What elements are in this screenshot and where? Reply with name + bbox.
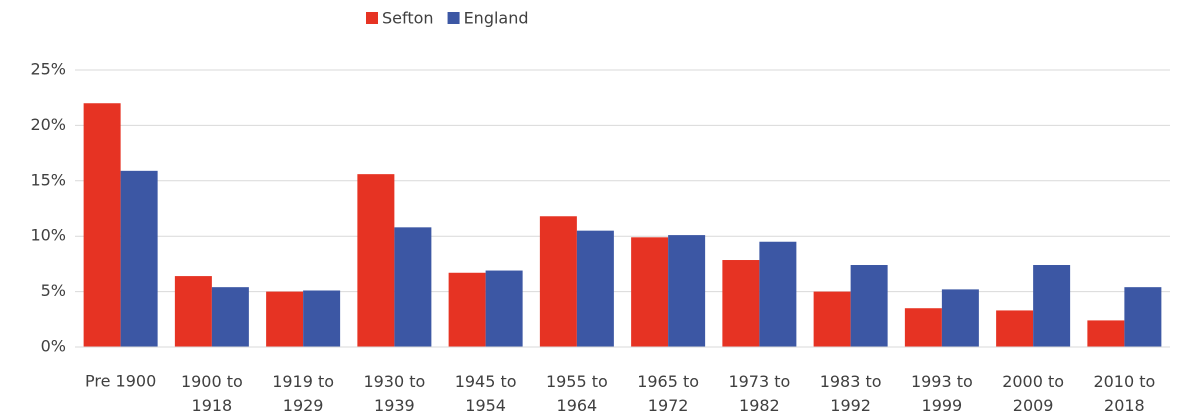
bar <box>813 291 851 347</box>
x-tick-label-line: 1982 <box>739 396 780 415</box>
bar <box>120 170 158 347</box>
x-tick-label: 1955 to 1964 <box>546 372 608 415</box>
bar <box>174 276 212 347</box>
bar <box>448 272 486 347</box>
y-tick-label: 15% <box>30 170 66 189</box>
bar <box>303 290 341 347</box>
x-tick-label-line: 1955 to <box>546 372 608 391</box>
bar <box>357 174 395 347</box>
bar <box>83 103 121 348</box>
x-tick-label: 1965 to 1972 <box>637 372 699 415</box>
bar <box>668 235 706 347</box>
x-tick-label-line: 1973 to <box>728 372 790 391</box>
x-tick-label: Pre 1900 <box>85 372 156 391</box>
x-tick-label-line: 1900 to <box>181 372 243 391</box>
x-tick-label-line: 1992 <box>830 396 871 415</box>
y-tick-label: 0% <box>41 337 66 356</box>
x-tick-label-line: 2000 to <box>1002 372 1064 391</box>
bar <box>266 291 304 347</box>
bar <box>904 308 942 347</box>
bar <box>850 265 888 347</box>
legend-swatch <box>366 12 378 24</box>
y-tick-label: 5% <box>41 281 66 300</box>
x-tick-label: 1930 to 1939 <box>363 372 425 415</box>
bar <box>539 216 577 347</box>
x-tick-label: 1983 to 1992 <box>820 372 882 415</box>
legend-label: Sefton <box>382 9 434 28</box>
x-tick-label: 1945 to 1954 <box>455 372 517 415</box>
x-tick-label-line: 1993 to <box>911 372 973 391</box>
x-tick-label: 2000 to 2009 <box>1002 372 1064 415</box>
y-tick-label: 10% <box>30 226 66 245</box>
x-tick-label-line: 1919 to <box>272 372 334 391</box>
x-tick-label-line: 1972 <box>648 396 689 415</box>
y-tick-label: 25% <box>30 60 66 79</box>
x-tick-label-line: 1939 <box>374 396 415 415</box>
x-tick-label: 2010 to 2018 <box>1093 372 1155 415</box>
bar <box>1033 265 1071 347</box>
x-tick-label-line: 1954 <box>465 396 506 415</box>
x-tick-label-line: 2018 <box>1104 396 1145 415</box>
y-tick-label: 20% <box>30 115 66 134</box>
x-tick-label: 1993 to 1999 <box>911 372 973 415</box>
bar <box>576 230 614 347</box>
x-tick-label-line: 1930 to <box>363 372 425 391</box>
bar <box>759 241 797 347</box>
x-tick-label-line: 1999 <box>922 396 963 415</box>
x-tick-label: 1973 to 1982 <box>728 372 790 415</box>
x-tick-label-line: 1983 to <box>820 372 882 391</box>
bar <box>941 289 979 347</box>
x-tick-label-line: 1918 <box>192 396 233 415</box>
bar <box>394 227 432 347</box>
bar <box>722 260 760 347</box>
x-tick-label-line: 2009 <box>1013 396 1054 415</box>
x-tick-label-line: 1965 to <box>637 372 699 391</box>
x-tick-label-line: 1945 to <box>455 372 517 391</box>
bar <box>485 270 523 347</box>
x-tick-label-line: 2010 to <box>1093 372 1155 391</box>
bar <box>1087 320 1125 347</box>
bar <box>631 237 669 347</box>
x-tick-label-line: 1929 <box>283 396 324 415</box>
x-tick-label: 1900 to 1918 <box>181 372 243 415</box>
legend-label: England <box>464 9 529 28</box>
x-tick-label: 1919 to 1929 <box>272 372 334 415</box>
x-tick-label-line: 1964 <box>557 396 598 415</box>
bar <box>1124 287 1162 347</box>
bar <box>996 310 1034 347</box>
bar <box>211 287 249 347</box>
legend-swatch <box>447 12 460 24</box>
